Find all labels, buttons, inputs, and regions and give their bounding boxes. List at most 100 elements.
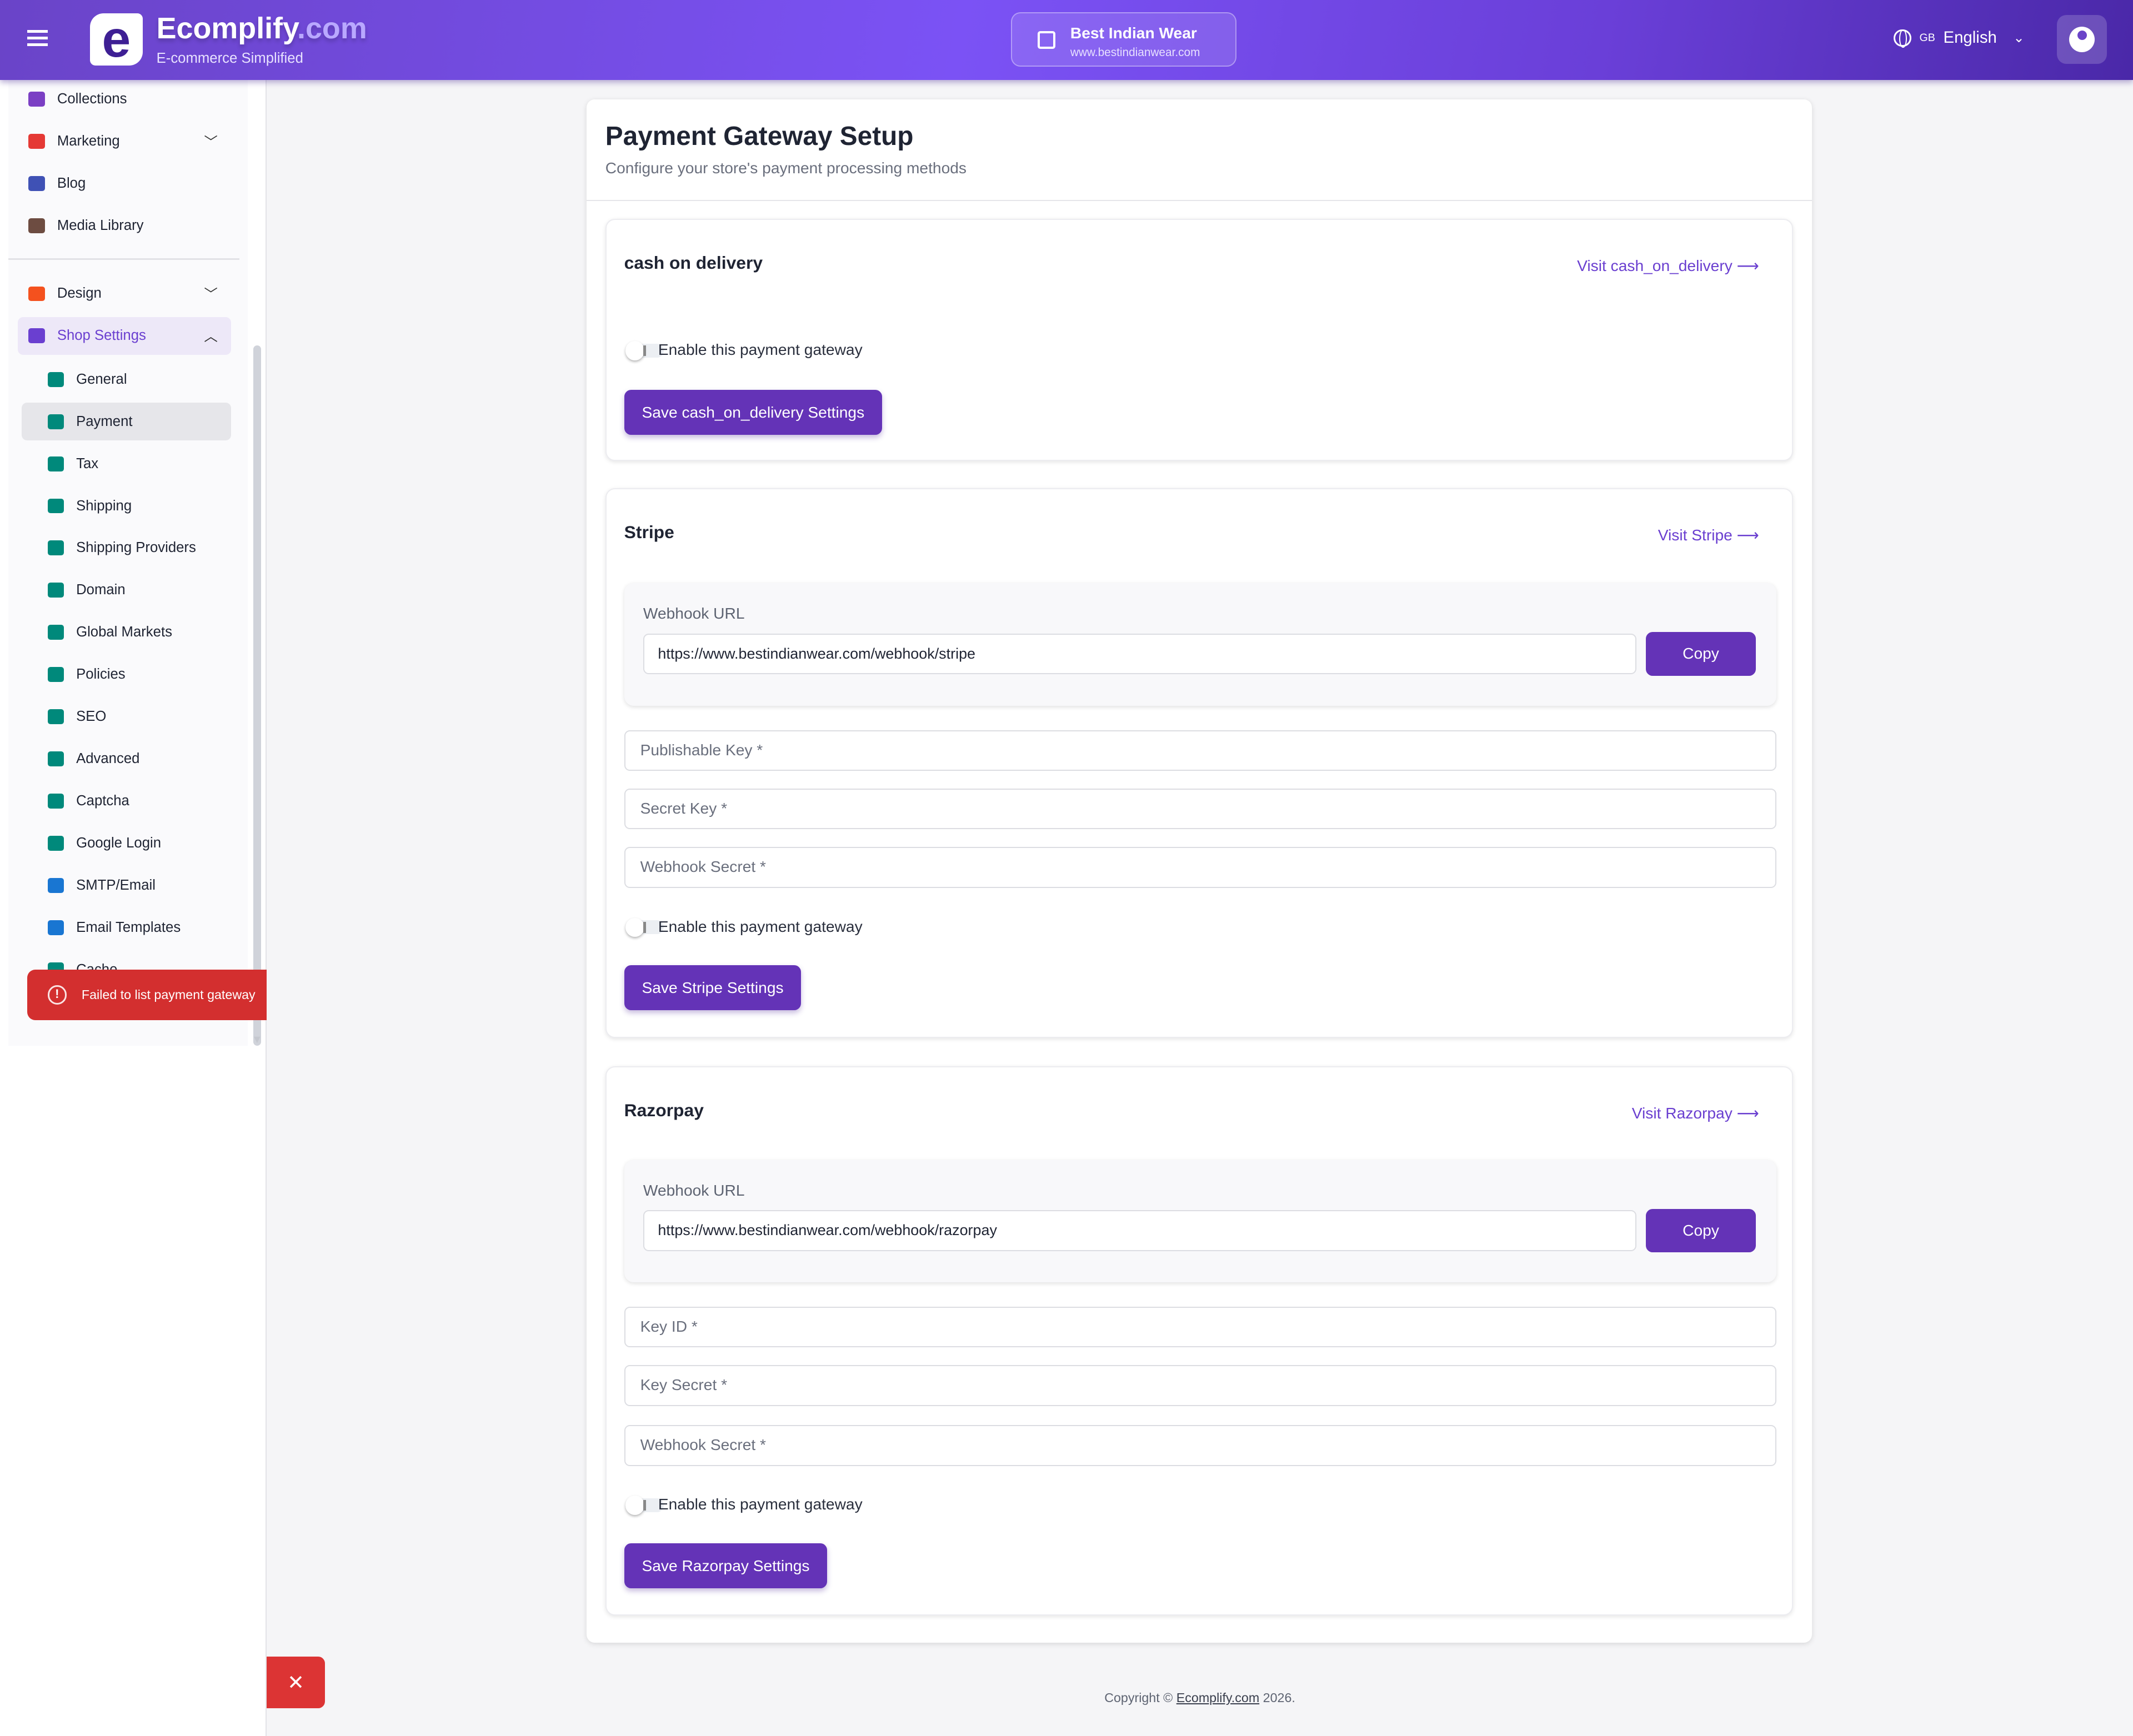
sidebar-subitem-tax[interactable]: Tax: [22, 445, 231, 483]
close-toast-button[interactable]: ✕: [267, 1656, 326, 1708]
globe-icon: [47, 583, 64, 598]
hamburger-menu-icon[interactable]: [27, 29, 48, 47]
sidebar-item-label: Tax: [76, 455, 99, 471]
webhook-box: Webhook URL https://www.bestindianwear.c…: [624, 1160, 1776, 1282]
sidebar-item-label: General: [76, 371, 127, 387]
sidebar-scrollbar[interactable]: [253, 345, 262, 1046]
sidebar-subitem-seo[interactable]: SEO: [22, 698, 231, 736]
error-toast: ! Failed to list payment gateway: [27, 970, 267, 1020]
brand-main: Ecomplify: [156, 11, 298, 45]
webhook-secret-field[interactable]: Webhook Secret *: [624, 847, 1776, 888]
store-switcher[interactable]: Best Indian Wear www.bestindianwear.com: [1010, 12, 1237, 67]
sidebar-subitem-shipping-providers[interactable]: Shipping Providers: [22, 529, 231, 568]
page-subtitle: Configure your store's payment processin…: [605, 159, 967, 177]
webhook-url-field[interactable]: https://www.bestindianwear.com/webhook/r…: [643, 1210, 1636, 1251]
sidebar-item-label: Captcha: [76, 792, 129, 809]
sidebar-subitem-google-login[interactable]: Google Login: [22, 824, 231, 862]
sidebar-subitem-payment[interactable]: Payment: [22, 402, 232, 441]
enable-label: Enable this payment gateway: [658, 917, 863, 935]
save-stripe-button[interactable]: Save Stripe Settings: [624, 965, 802, 1011]
footer-prefix: Copyright ©: [1104, 1690, 1176, 1705]
sidebar-item-media-library[interactable]: Media Library: [18, 207, 231, 245]
credit-card-icon: [47, 414, 64, 429]
user-avatar-button[interactable]: [2056, 14, 2107, 64]
webhook-label: Webhook URL: [643, 605, 745, 623]
sidebar-subitem-domain[interactable]: Domain: [22, 571, 231, 610]
secret-key-field[interactable]: Secret Key *: [624, 788, 1776, 830]
chevron-down-icon: ﹀: [204, 135, 218, 150]
store-url: www.bestindianwear.com: [1070, 46, 1200, 59]
sidebar-item-label: Shipping Providers: [76, 540, 196, 556]
enable-label: Enable this payment gateway: [658, 341, 863, 359]
key-id-field[interactable]: Key ID *: [624, 1307, 1776, 1348]
key-secret-field[interactable]: Key Secret *: [624, 1365, 1776, 1406]
toast-message: Failed to list payment gateway: [81, 987, 256, 1002]
header-divider: [586, 199, 1812, 202]
truck-icon: [47, 498, 64, 514]
sidebar-subitem-captcha[interactable]: Captcha: [22, 782, 231, 820]
sidebar-item-blog[interactable]: Blog: [18, 164, 231, 203]
sidebar-subitem-general[interactable]: General: [22, 360, 231, 399]
sidebar-subitem-email-templates[interactable]: Email Templates: [22, 909, 231, 947]
store-icon: [1038, 31, 1055, 49]
webhook-secret-field[interactable]: Webhook Secret *: [624, 1425, 1776, 1466]
chevron-up-icon: ︿: [204, 329, 218, 345]
sidebar-subitem-policies[interactable]: Policies: [22, 655, 231, 694]
pencil-icon: [47, 372, 64, 387]
language-selector[interactable]: GB English ⌄: [1894, 28, 2025, 48]
visit-link[interactable]: Visit cash_on_delivery ⟶: [1577, 257, 1759, 275]
save-cod-button[interactable]: Save cash_on_delivery Settings: [624, 390, 882, 435]
copy-button[interactable]: Copy: [1645, 632, 1756, 676]
sidebar-divider: [8, 258, 240, 260]
footer: Copyright © Ecomplify.com 2026.: [0, 1690, 2133, 1705]
sidebar-item-label: SEO: [76, 709, 107, 725]
visit-link-label: Visit Stripe: [1658, 526, 1733, 544]
enable-toggle[interactable]: [625, 341, 664, 360]
brand-name: Ecomplify.com: [157, 11, 367, 46]
collections-icon: [28, 92, 45, 107]
sidebar-subitem-shipping[interactable]: Shipping: [22, 487, 231, 525]
visit-link-label: Visit Razorpay: [1631, 1105, 1733, 1122]
sidebar-item-label: SMTP/Email: [76, 877, 156, 893]
sidebar-item-marketing[interactable]: Marketing ﹀: [18, 122, 231, 160]
enable-toggle[interactable]: [625, 917, 664, 937]
enable-toggle[interactable]: [625, 1496, 664, 1515]
footer-suffix: 2026.: [1259, 1690, 1295, 1705]
sidebar-item-label: Marketing: [57, 133, 120, 149]
logo[interactable]: e: [89, 13, 143, 66]
gear-icon: [47, 751, 64, 766]
language-label: English: [1943, 28, 1997, 47]
gateway-name: Stripe: [624, 521, 674, 542]
webhook-url-field[interactable]: https://www.bestindianwear.com/webhook/s…: [643, 633, 1636, 675]
error-icon: !: [47, 985, 67, 1005]
webhook-box: Webhook URL https://www.bestindianwear.c…: [624, 583, 1776, 706]
sidebar-subitem-advanced[interactable]: Advanced: [22, 740, 231, 778]
sidebar-item-shop-settings[interactable]: Shop Settings ︿: [17, 317, 232, 355]
sidebar-item-collections[interactable]: Collections: [18, 80, 231, 118]
sidebar-item-label: Collections: [57, 91, 127, 107]
footer-link[interactable]: Ecomplify.com: [1176, 1690, 1260, 1705]
gavel-icon: [47, 667, 64, 683]
visit-link[interactable]: Visit Stripe ⟶: [1658, 526, 1759, 544]
chevron-down-icon: ﹀: [204, 287, 218, 303]
sidebar-subitem-smtp-email[interactable]: SMTP/Email: [22, 866, 231, 905]
visit-link[interactable]: Visit Razorpay ⟶: [1632, 1104, 1759, 1122]
copy-button[interactable]: Copy: [1645, 1208, 1756, 1253]
sidebar-item-label: Policies: [76, 666, 126, 683]
gateway-card-cod: cash on delivery Visit cash_on_delivery …: [605, 219, 1793, 461]
arrow-right-icon: ⟶: [1736, 257, 1759, 275]
sidebar-item-design[interactable]: Design ﹀: [18, 275, 231, 313]
scroll-down-arrow-icon[interactable]: ▼: [252, 1033, 263, 1046]
gateway-name: Razorpay: [624, 1100, 704, 1120]
user-icon: [2069, 26, 2095, 53]
visit-link-label: Visit cash_on_delivery: [1577, 257, 1733, 275]
sidebar-item-label: Shop Settings: [57, 328, 146, 344]
publishable-key-field[interactable]: Publishable Key *: [624, 730, 1776, 771]
save-razorpay-button[interactable]: Save Razorpay Settings: [624, 1543, 828, 1588]
close-icon: ✕: [287, 1670, 305, 1694]
sidebar-item-label: Shipping: [76, 498, 132, 514]
mail-icon: [47, 920, 64, 935]
sidebar-subitem-global-markets[interactable]: Global Markets: [22, 613, 231, 651]
sidebar-item-label: Email Templates: [76, 919, 181, 935]
sidebar-item-label: Design: [57, 285, 102, 302]
